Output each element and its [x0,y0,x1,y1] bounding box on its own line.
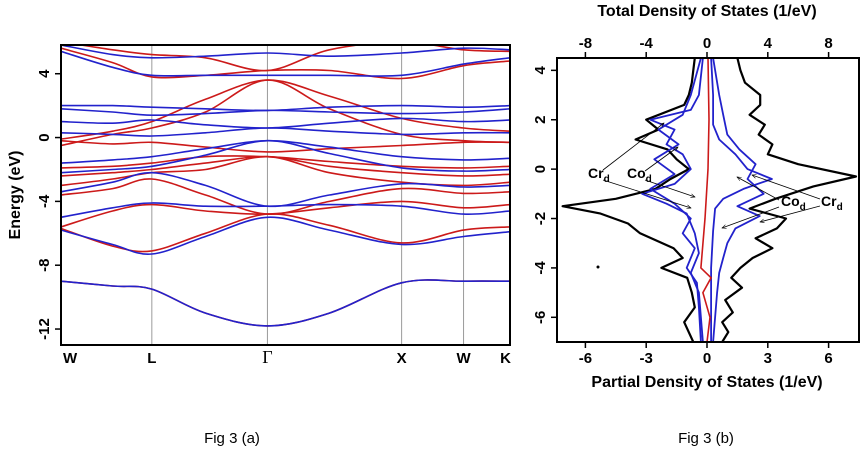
spin-up-band-9 [61,79,510,140]
y-axis-ticks: 4 0 -4 -8 -12 [36,69,61,340]
band-lines [61,45,510,327]
bottom-axis-title: Partial Density of States (1/eV) [591,374,822,391]
annotation-cr-right: Crd [821,193,843,213]
y-tick-label: 0 [36,133,53,141]
spin-up-band-3 [61,178,510,215]
dos-y-tick-label: -2 [532,212,549,225]
bottom-x-tick-label: 6 [824,350,832,367]
y-tick-label: -8 [36,259,53,272]
k-label-0: W [63,350,78,367]
y-tick-label: 4 [36,69,53,78]
annotation-cr-left: Crd [588,165,610,185]
bottom-x-tick-label: 0 [703,350,711,367]
dos-y-tick-label: 2 [532,116,549,124]
bottom-x-tick-label: 3 [764,350,772,367]
bottom-x-tick-label: -3 [640,350,653,367]
k-label-2: Γ [262,347,272,367]
arrow-co-left-down [644,179,695,197]
spin-down-band-5 [61,139,510,164]
spin-down-band-10 [61,50,510,77]
y-tick-label: -4 [36,194,53,208]
dos-y-ticks: 4 2 0 -2 -4 -6 [532,66,557,324]
top-x-tick-label: 0 [703,35,711,52]
dos-co-d-down [649,58,702,342]
annotation-co-left: Cod [627,165,652,185]
bottom-x-tick-label: -6 [579,350,592,367]
arrow-cr-right-down [760,205,821,222]
spin-down-band-3 [61,171,510,208]
spin-down-band-0 [61,279,510,327]
orbital-annotations: Crd Cod Cod Crd [588,123,843,228]
top-x-tick-label: -4 [640,35,654,52]
dos-co-d-up [712,58,765,342]
caption-a: Fig 3 (a) [204,430,260,447]
k-label-5: K [500,350,511,367]
arrow-co-right-down [722,206,780,228]
spin-up-band-6 [61,155,510,169]
dos-y-tick-label: -6 [532,311,549,324]
top-axis-title: Total Density of States (1/eV) [597,3,816,20]
dos-frame [556,57,860,343]
k-label-1: L [147,350,156,367]
spin-down-band-1 [61,216,510,255]
spin-up-band-11 [76,45,510,72]
k-label-3: X [397,350,407,367]
dos-cr-s-p [700,58,712,342]
arrow-cr-left-up [602,123,664,171]
dos-top-x-ticks: -8 -4 0 4 8 [579,35,833,58]
stray-dot [596,265,600,269]
dos-total-up [721,58,858,342]
arrow-co-left-up [644,147,678,172]
spin-up-band-7 [61,139,510,153]
top-x-tick-label: 8 [824,35,832,52]
dos-bottom-x-ticks: -6 -3 0 3 6 [579,342,833,367]
annotation-co-right: Cod [781,193,806,213]
spin-down-band-9 [61,104,510,112]
dos-cr-d-up [710,58,773,342]
dos-panel: Total Density of States (1/eV) 4 2 0 -2 -4 -6… [532,3,860,447]
band-structure-panel: 4 0 -4 -8 -12 W L Γ X W K Energy (eV) Fig 3 (a) [7,44,511,447]
dos-y-tick-label: 4 [532,66,549,75]
high-symmetry-lines [151,45,465,345]
dos-total-down [561,58,696,342]
arrow-co-right-up [737,176,780,201]
arrow-cr-left-down [602,179,691,208]
top-x-tick-label: -8 [579,35,592,52]
k-label-4: W [456,350,471,367]
dos-y-tick-label: 0 [532,165,549,173]
y-tick-label: -12 [36,318,53,340]
spin-down-band-11 [61,45,510,59]
spin-up-band-1 [61,213,510,253]
dos-lines [561,58,858,342]
caption-b: Fig 3 (b) [678,430,734,447]
plot-frame [60,44,511,346]
spin-down-band-7 [61,117,510,129]
arrow-cr-right-up [752,175,821,200]
y-axis-label: Energy (eV) [7,151,24,240]
dos-y-tick-label: -4 [532,261,549,275]
top-x-tick-label: 4 [764,35,773,52]
